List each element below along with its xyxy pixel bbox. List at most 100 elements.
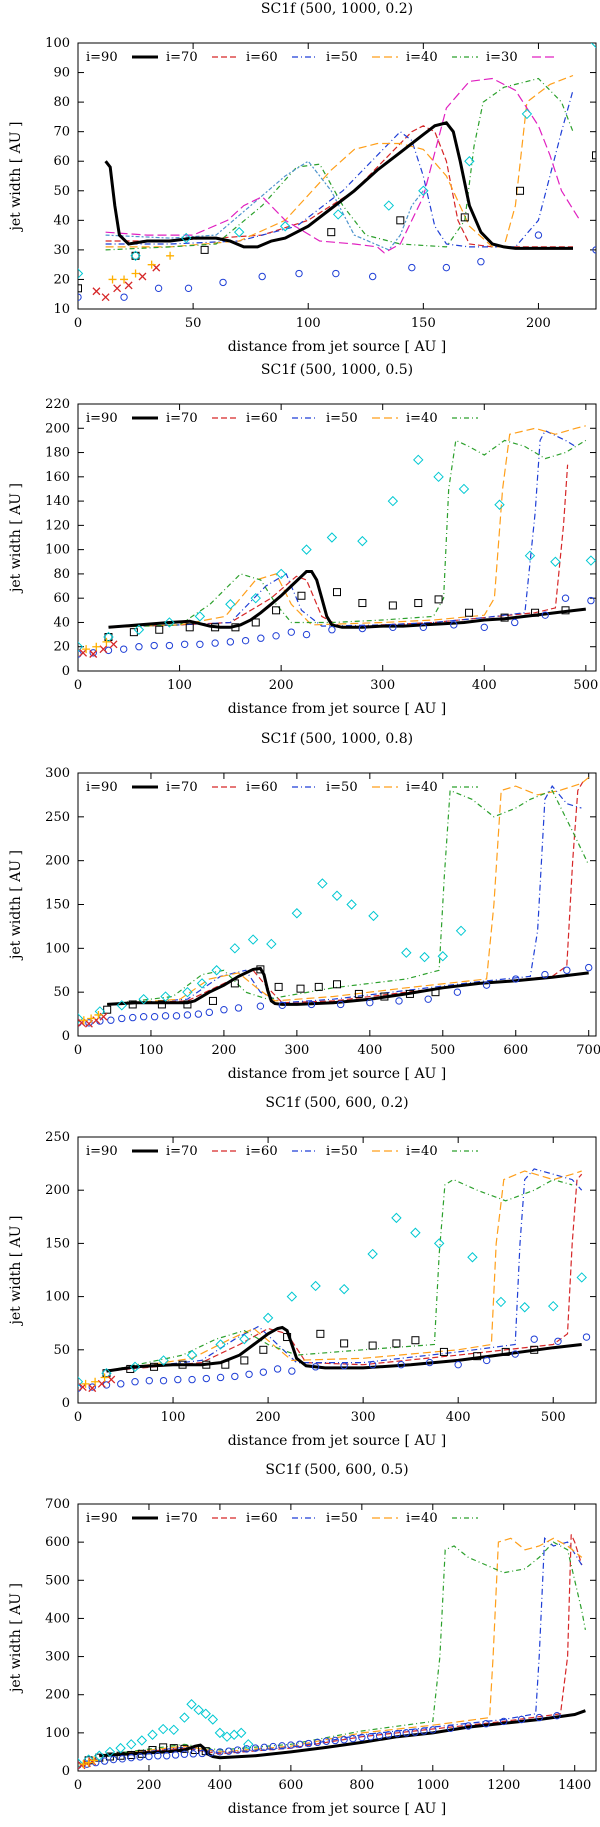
marker-diamond — [550, 556, 561, 567]
y-axis-label: jet width [ AU ] — [8, 483, 24, 594]
marker-diamond — [301, 544, 312, 555]
marker-circle — [288, 1367, 296, 1375]
marker-diamond — [160, 991, 171, 1002]
y-tick-label: 50 — [53, 1343, 70, 1358]
marker-diamond — [331, 890, 343, 901]
marker-circle — [202, 1374, 211, 1383]
y-tick-label: 250 — [45, 810, 70, 825]
marker-diamond — [332, 209, 344, 220]
marker-square — [178, 1360, 187, 1369]
marker-circle — [450, 621, 458, 629]
x-tick-label: 0 — [74, 1778, 82, 1793]
series-line-i-70 — [107, 966, 589, 1006]
x-tick-label: 0 — [74, 678, 82, 693]
marker-circle — [78, 293, 82, 301]
legend-label: i=60 — [246, 780, 278, 795]
x-tick-label: 1200 — [487, 1778, 520, 1793]
x-tick-label: 200 — [212, 1043, 237, 1058]
marker-square — [180, 1744, 189, 1753]
marker-cross — [138, 272, 147, 281]
marker-square — [169, 1744, 178, 1753]
marker-circle — [194, 1010, 203, 1018]
marker-square — [388, 601, 397, 610]
marker-circle — [429, 1726, 437, 1734]
marker-diamond — [211, 965, 222, 976]
marker-circle — [511, 1350, 519, 1358]
marker-circle — [161, 1012, 170, 1020]
y-tick-label: 300 — [45, 766, 70, 781]
marker-circle — [180, 1750, 189, 1758]
marker-circle — [120, 293, 128, 301]
legend-label: i=90 — [86, 50, 118, 65]
marker-diamond — [326, 532, 338, 543]
x-tick-label: 150 — [411, 316, 436, 331]
marker-diamond — [136, 1735, 148, 1746]
marker-circle — [384, 1731, 393, 1739]
series-line-i-40 — [107, 776, 590, 1005]
marker-circle — [159, 1376, 168, 1385]
series-line-i-50 — [107, 785, 582, 1005]
legend-label: i=70 — [166, 780, 198, 795]
marker-circle — [453, 988, 462, 996]
series-line-magenta — [105, 77, 581, 254]
x-tick-label: 300 — [284, 1043, 309, 1058]
x-tick-label: 200 — [269, 678, 294, 693]
marker-circle — [251, 1744, 260, 1752]
y-tick-label: 140 — [45, 494, 70, 509]
marker-diamond — [147, 1729, 158, 1740]
y-tick-label: 0 — [62, 1396, 70, 1411]
plot-content — [78, 776, 593, 1028]
marker-circle — [517, 1715, 526, 1724]
marker-square — [296, 984, 305, 993]
marker-square — [78, 284, 82, 293]
legend-label: i=50 — [326, 50, 358, 65]
marker-plus — [79, 1760, 88, 1769]
series-line-i-40 — [106, 1170, 582, 1372]
marker-circle — [278, 1742, 286, 1750]
marker-diamond — [104, 1746, 116, 1758]
marker-circle — [425, 1358, 434, 1367]
marker-circle — [245, 1370, 253, 1378]
y-tick-label: 50 — [53, 985, 70, 1000]
marker-circle — [402, 1729, 410, 1737]
marker-circle — [150, 1013, 159, 1021]
x-tick-label: 1400 — [558, 1778, 591, 1793]
y-axis-label: jet width [ AU ] — [8, 850, 24, 961]
marker-square — [531, 608, 540, 617]
marker-square — [500, 613, 509, 622]
marker-square — [159, 1743, 168, 1752]
marker-diamond — [433, 1238, 445, 1249]
marker-diamond — [418, 185, 429, 196]
series-line-i-70 — [106, 1325, 582, 1373]
y-tick-label: 30 — [53, 243, 70, 258]
y-tick-label: 150 — [45, 1236, 70, 1251]
chart-title: SC1f (500, 1000, 0.5) — [261, 362, 413, 378]
legend-label: i=40 — [406, 1511, 438, 1526]
marker-circle — [273, 1365, 282, 1373]
marker-square — [211, 623, 220, 632]
marker-square — [380, 992, 389, 1001]
x-tick-label: 600 — [278, 1778, 303, 1793]
marker-diamond — [194, 611, 206, 622]
marker-diamond — [367, 1248, 378, 1260]
marker-diamond — [225, 599, 236, 610]
marker-square — [333, 588, 341, 597]
marker-square — [240, 1356, 249, 1365]
legend-label: i=90 — [86, 411, 118, 426]
marker-circle — [188, 1375, 196, 1384]
marker-square — [103, 1005, 112, 1014]
x-tick-label: 0 — [74, 1410, 82, 1425]
marker-diamond — [182, 986, 193, 998]
marker-plus — [89, 1756, 98, 1765]
marker-square — [272, 606, 281, 615]
marker-diamond — [495, 1296, 507, 1308]
marker-circle — [85, 1019, 93, 1027]
marker-square — [256, 965, 265, 974]
marker-circle — [389, 623, 397, 632]
legend-label: i=60 — [246, 1511, 278, 1526]
marker-circle — [582, 1333, 591, 1341]
marker-plus — [91, 1377, 100, 1386]
y-tick-label: 70 — [53, 125, 70, 140]
y-tick-label: 0 — [62, 664, 70, 679]
